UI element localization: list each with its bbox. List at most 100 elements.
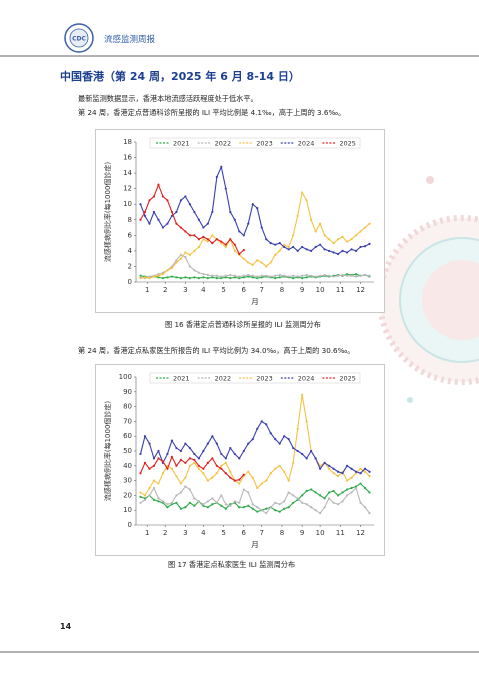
point xyxy=(301,494,304,497)
point xyxy=(336,274,340,277)
point xyxy=(202,472,205,475)
point xyxy=(193,210,196,214)
point xyxy=(278,273,281,277)
point xyxy=(220,452,223,456)
point xyxy=(238,482,241,485)
point xyxy=(292,274,295,277)
point xyxy=(305,273,308,277)
point xyxy=(184,230,187,233)
y-tick-label: 14 xyxy=(123,169,132,177)
legend-label: 2022 xyxy=(215,375,232,383)
point xyxy=(157,497,160,500)
point xyxy=(148,442,151,445)
point xyxy=(368,470,371,473)
point xyxy=(305,489,308,493)
point xyxy=(251,507,254,510)
point xyxy=(327,464,331,467)
point xyxy=(202,235,205,238)
point xyxy=(269,261,272,264)
point xyxy=(350,248,353,251)
point xyxy=(193,497,196,500)
point xyxy=(363,273,367,277)
point xyxy=(274,438,277,441)
point xyxy=(242,234,245,237)
point xyxy=(184,461,187,464)
point xyxy=(274,243,277,246)
point xyxy=(305,199,308,202)
point xyxy=(170,501,174,504)
point xyxy=(323,273,326,277)
point xyxy=(238,230,241,233)
x-tick-label: 12 xyxy=(356,529,365,537)
y-tick-label: 16 xyxy=(123,154,132,162)
y-tick-label: 18 xyxy=(123,138,132,146)
point xyxy=(301,191,304,194)
point xyxy=(265,265,268,268)
point xyxy=(157,274,160,277)
point xyxy=(179,277,183,280)
point xyxy=(197,218,200,221)
point xyxy=(323,234,326,237)
point xyxy=(247,442,250,445)
point xyxy=(188,488,191,491)
point xyxy=(287,438,290,441)
x-tick-label: 3 xyxy=(183,286,187,294)
point xyxy=(363,467,367,470)
series-line xyxy=(140,394,370,497)
point xyxy=(247,275,250,278)
point xyxy=(345,494,349,497)
point xyxy=(242,276,245,279)
point xyxy=(368,274,371,277)
point xyxy=(197,457,200,460)
point xyxy=(363,226,367,229)
point xyxy=(345,488,349,491)
point xyxy=(265,479,268,482)
point xyxy=(265,274,268,277)
point xyxy=(197,464,200,467)
point xyxy=(354,273,358,276)
point xyxy=(368,491,371,494)
y-axis-label: 流感樣病例比率(每1000個診症) xyxy=(103,401,112,502)
point xyxy=(274,253,277,256)
point xyxy=(157,276,160,279)
point xyxy=(148,275,151,278)
point xyxy=(224,461,227,464)
point xyxy=(229,273,232,277)
point xyxy=(188,457,191,460)
point xyxy=(166,467,169,470)
point xyxy=(211,476,214,479)
point xyxy=(256,277,259,280)
point xyxy=(287,275,290,278)
legend-box xyxy=(149,137,361,149)
y-tick-label: 12 xyxy=(123,185,132,193)
point xyxy=(139,203,142,206)
point xyxy=(283,274,286,277)
point xyxy=(336,470,340,473)
point xyxy=(193,452,196,456)
point xyxy=(211,234,214,237)
point xyxy=(220,165,223,168)
y-tick-label: 0 xyxy=(128,278,132,286)
x-axis-label: 月 xyxy=(251,540,259,549)
point xyxy=(256,207,259,210)
virus-illustration xyxy=(377,176,479,403)
point xyxy=(175,259,178,262)
point xyxy=(215,274,218,277)
point xyxy=(238,275,241,278)
legend: 2021 2022 2023 2024 2025 xyxy=(149,137,361,149)
point xyxy=(283,470,286,473)
point xyxy=(301,245,304,249)
point xyxy=(229,277,232,280)
x-tick-label: 3 xyxy=(183,529,187,537)
point xyxy=(179,257,183,260)
point xyxy=(296,249,299,252)
point xyxy=(193,461,196,464)
chart-frame: 0 2 4 6 8 10 12 14 16 18 1 2 3 4 5 6 7 8 9 10 11 12 月流感樣病例比率(每… xyxy=(95,129,385,313)
series-line xyxy=(140,485,370,514)
point xyxy=(206,222,209,225)
x-tick-label: 7 xyxy=(260,286,264,294)
point xyxy=(224,472,227,475)
y-tick-label: 80 xyxy=(123,403,132,411)
point xyxy=(301,452,304,456)
